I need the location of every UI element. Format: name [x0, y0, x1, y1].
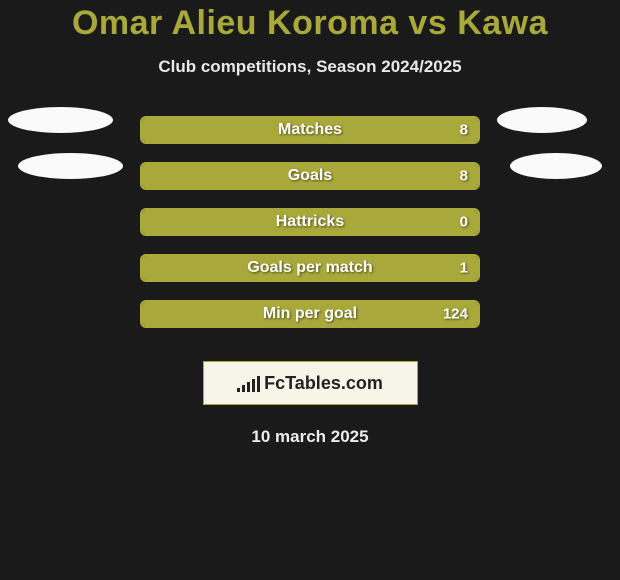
stat-row: Goals per match1 — [0, 245, 620, 291]
stat-row: Matches8 — [0, 107, 620, 153]
logo-text: FcTables.com — [264, 373, 383, 394]
stat-bar: Goals8 — [140, 162, 480, 190]
stat-bar: Goals per match1 — [140, 254, 480, 282]
chart-area: Matches8 Goals8 Hattricks0 Goals per match1… — [0, 107, 620, 337]
stat-row: Hattricks0 — [0, 199, 620, 245]
stat-row: Min per goal124 — [0, 291, 620, 337]
subtitle: Club competitions, Season 2024/2025 — [0, 57, 620, 77]
stat-bar-fill — [142, 210, 478, 234]
stat-bar-fill — [142, 256, 478, 280]
logo: FcTables.com — [237, 373, 383, 394]
logo-box[interactable]: FcTables.com — [203, 361, 418, 405]
stat-row: Goals8 — [0, 153, 620, 199]
stat-bar-fill — [142, 302, 478, 326]
stat-bar: Matches8 — [140, 116, 480, 144]
page-title: Omar Alieu Koroma vs Kawa — [0, 4, 620, 43]
stat-bar-fill — [142, 164, 478, 188]
comparison-widget: Omar Alieu Koroma vs Kawa Club competiti… — [0, 0, 620, 447]
logo-chart-icon — [237, 374, 260, 392]
stat-bar-fill — [142, 118, 478, 142]
stat-bar: Min per goal124 — [140, 300, 480, 328]
stat-bar: Hattricks0 — [140, 208, 480, 236]
date-label: 10 march 2025 — [0, 427, 620, 447]
